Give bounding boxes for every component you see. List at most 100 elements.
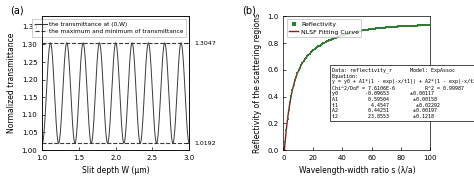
Point (292, 75, 300, 78)
Point (407, 24, 414, 27)
Point (339, 34, 346, 37)
Point (334, 35, 342, 38)
Point (375, 27, 383, 30)
Point (349, 31, 356, 34)
Point (379, 26, 386, 29)
Point (285, 109, 292, 111)
Point (306, 52, 313, 55)
Point (291, 79, 299, 82)
Point (380, 26, 387, 29)
Point (397, 25, 405, 28)
Point (388, 26, 396, 28)
Point (371, 27, 379, 30)
Point (329, 37, 337, 40)
Point (425, 24, 433, 27)
Point (392, 25, 400, 28)
Point (356, 29, 364, 32)
Point (385, 26, 392, 29)
Point (346, 31, 354, 34)
Point (312, 47, 319, 50)
Point (281, 141, 289, 144)
Point (361, 29, 369, 31)
Point (300, 60, 307, 63)
Point (340, 33, 348, 36)
Point (377, 26, 385, 29)
Point (383, 26, 391, 29)
Point (289, 88, 296, 91)
Point (305, 53, 312, 56)
Point (386, 26, 393, 29)
Point (400, 25, 407, 28)
Point (412, 24, 419, 27)
Legend: the transmittance at (0,W), the maximum and minimum of transmittance: the transmittance at (0,W), the maximum … (32, 19, 186, 37)
Point (417, 24, 424, 27)
Point (326, 39, 333, 42)
Point (309, 50, 316, 53)
Point (394, 25, 402, 28)
Point (332, 36, 339, 39)
Point (409, 24, 417, 27)
Point (297, 64, 305, 67)
Point (336, 35, 343, 38)
Point (317, 43, 325, 46)
Point (427, 24, 434, 27)
Point (359, 29, 366, 32)
Point (323, 40, 331, 43)
Text: (b): (b) (242, 6, 256, 16)
Point (284, 118, 292, 121)
Point (338, 34, 346, 37)
Point (364, 28, 371, 31)
Text: Data: reflectivity_r      Model: ExpAssoc
Equation:
y = y0 + A1*(1 - exp(-x/t1)): Data: reflectivity_r Model: ExpAssoc Equ… (332, 67, 474, 119)
Point (424, 24, 432, 27)
Point (344, 32, 352, 35)
Point (343, 33, 350, 35)
Point (365, 28, 373, 31)
Point (408, 24, 416, 27)
Point (342, 33, 349, 36)
Point (403, 24, 411, 27)
Point (319, 42, 327, 45)
Point (360, 29, 368, 32)
Point (293, 72, 301, 75)
Point (348, 31, 356, 34)
Point (318, 43, 326, 46)
Point (290, 83, 298, 86)
Point (280, 155, 288, 158)
Point (353, 30, 360, 33)
Point (402, 25, 410, 28)
Y-axis label: Normalized transmittance: Normalized transmittance (7, 33, 16, 133)
Point (337, 34, 344, 37)
Point (404, 24, 412, 27)
Point (406, 24, 413, 27)
Point (299, 62, 306, 65)
Point (369, 28, 376, 30)
Point (419, 24, 427, 27)
Y-axis label: Reflectivity of the scattering regions: Reflectivity of the scattering regions (253, 13, 262, 153)
Point (370, 27, 377, 30)
Point (321, 41, 328, 44)
Point (283, 128, 290, 131)
Point (401, 25, 408, 28)
Point (373, 27, 380, 30)
Point (322, 41, 329, 43)
Text: (a): (a) (10, 6, 24, 16)
Point (330, 37, 338, 40)
Point (357, 29, 365, 32)
Point (382, 26, 390, 29)
Point (307, 51, 315, 54)
Point (301, 58, 309, 61)
Point (350, 31, 358, 33)
Point (414, 24, 422, 27)
Point (327, 38, 335, 41)
Point (391, 25, 399, 28)
Point (303, 55, 311, 58)
Point (324, 39, 332, 42)
X-axis label: Wavelength-width ratio s (λ/a): Wavelength-width ratio s (λ/a) (299, 167, 415, 175)
Point (351, 30, 359, 33)
Point (287, 94, 295, 97)
Point (423, 24, 430, 27)
Point (374, 27, 381, 30)
Point (381, 26, 389, 29)
Point (418, 24, 426, 27)
Point (313, 46, 321, 49)
